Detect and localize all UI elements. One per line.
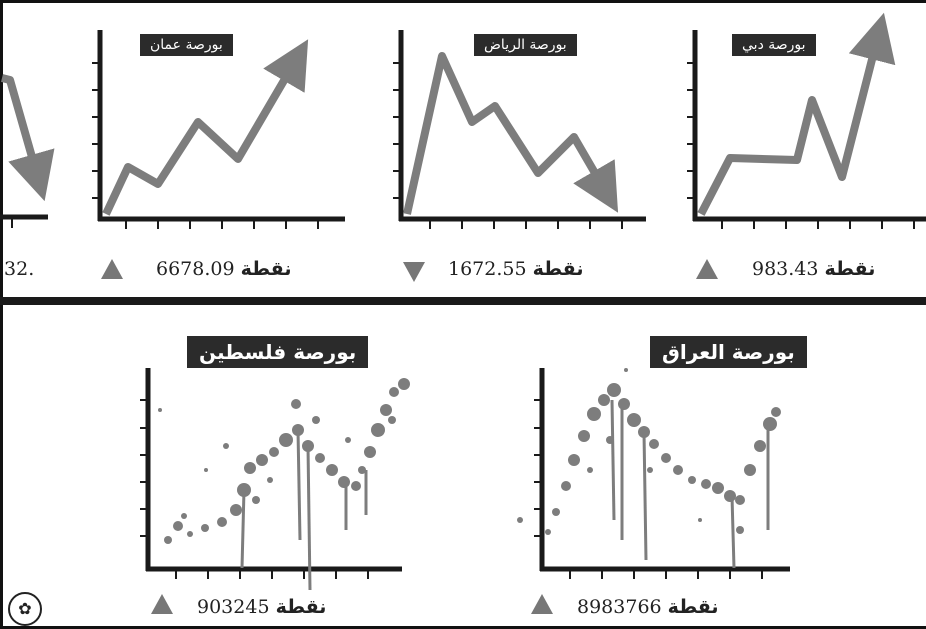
trend-up-icon [151, 594, 173, 614]
splatter-series [158, 378, 410, 544]
trend-up-icon [696, 259, 718, 279]
series-line [697, 12, 896, 216]
series-line [102, 39, 309, 216]
chart-iraq [517, 368, 790, 579]
value-number: 8983766 [577, 596, 662, 618]
splatter-series [517, 368, 781, 535]
value-unit: نقطة [275, 596, 327, 618]
chart-palestine [140, 368, 410, 591]
trend-up-icon [531, 594, 553, 614]
title-iraq: بورصة العراق [650, 336, 807, 368]
section-divider [0, 297, 926, 305]
value-unit: نقطة [240, 258, 292, 280]
value-number: 983.43 [752, 258, 819, 280]
value-unit: نقطة [532, 258, 584, 280]
value-number: .32 [4, 258, 35, 280]
emblem-icon: ✿ [8, 592, 42, 626]
value-partial: .32 [4, 258, 34, 280]
series-line [403, 52, 619, 215]
title-dubai: بورصة دبي [732, 34, 816, 56]
value-unit: نقطة [824, 258, 876, 280]
series-line [1, 74, 55, 202]
chart-riyadh [393, 30, 646, 229]
trend-down-icon [403, 262, 425, 282]
trend-up-icon [101, 259, 123, 279]
value-iraq: نقطة 8983766 [577, 596, 719, 618]
title-riyadh: بورصة الرياض [474, 34, 577, 56]
value-dubai: نقطة 983.43 [752, 258, 875, 280]
value-riyadh: نقطة 1672.55 [448, 258, 583, 280]
value-number: 1672.55 [448, 258, 527, 280]
value-amman: نقطة 6678.09 [156, 258, 291, 280]
value-number: 903245 [197, 596, 270, 618]
chart-partial [0, 74, 55, 228]
value-palestine: نقطة 903245 [197, 596, 326, 618]
title-amman: بورصة عمان [140, 34, 233, 56]
title-palestine: بورصة فلسطين [187, 336, 369, 368]
value-number: 6678.09 [156, 258, 235, 280]
chart-dubai [687, 12, 926, 229]
chart-amman [92, 30, 345, 229]
value-unit: نقطة [667, 596, 719, 618]
